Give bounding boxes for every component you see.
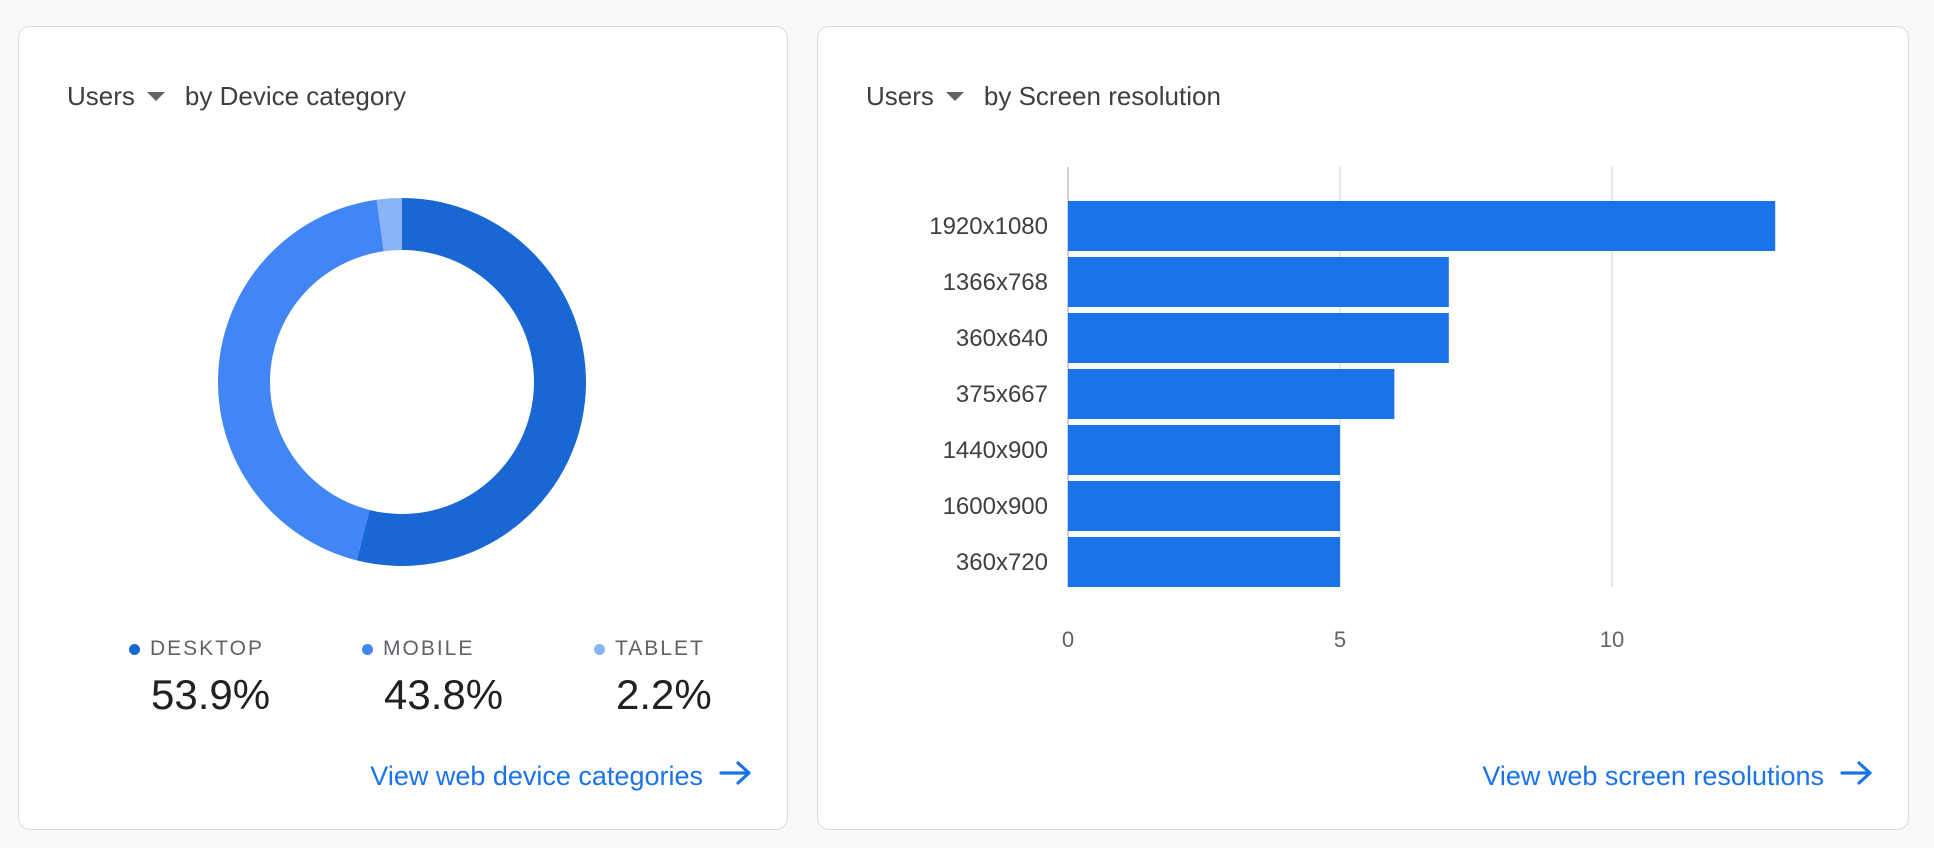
donut-slice-desktop[interactable] [356, 198, 586, 566]
legend-label: MOBILE [362, 637, 503, 661]
x-tick-label: 10 [1600, 627, 1624, 652]
legend-name-text: MOBILE [383, 637, 475, 660]
bar-1600x900[interactable] [1068, 481, 1340, 531]
legend-name-text: TABLET [615, 637, 705, 660]
dropdown-caret-icon [146, 92, 165, 101]
view-screen-resolutions-link[interactable]: View web screen resolutions [1482, 760, 1874, 793]
bar-375x667[interactable] [1068, 369, 1395, 419]
y-category-label: 360x720 [956, 549, 1048, 576]
legend-dot-icon [129, 643, 140, 655]
resolution-card-header: Users by Screen resolution [866, 81, 1221, 112]
legend-value: 2.2% [616, 671, 712, 718]
dropdown-caret-icon [945, 92, 964, 101]
view-screen-resolutions-label: View web screen resolutions [1482, 761, 1824, 791]
legend-value: 43.8% [384, 671, 504, 718]
device-legend: DESKTOP 53.9% MOBILE 43.8% TABLET 2.2% [79, 637, 739, 727]
resolution-metric-dropdown[interactable]: Users [866, 81, 984, 112]
screen-resolution-card: Users by Screen resolution 0 5 10 1920x1080… [817, 26, 1909, 830]
legend-item-tablet: TABLET 2.2% [594, 637, 712, 719]
resolution-bar-chart: 0 5 10 1920x1080 1366x768 360x640 375x667 1440x… [929, 167, 1776, 652]
legend-dot-icon [362, 643, 373, 655]
view-device-categories-label: View web device categories [370, 761, 703, 791]
device-dimension-label: by Device category [184, 81, 407, 111]
legend-item-desktop: DESKTOP 53.9% [129, 637, 270, 719]
donut-slice-mobile[interactable] [217, 199, 384, 561]
view-device-categories-link[interactable]: View web device categories [370, 760, 753, 793]
legend-label: DESKTOP [129, 637, 270, 661]
y-category-label: 1440x900 [943, 437, 1048, 464]
legend-dot-icon [594, 643, 605, 655]
device-metric-label: Users [67, 81, 135, 111]
arrow-right-icon [719, 760, 753, 793]
y-category-label: 1600x900 [943, 493, 1048, 520]
legend-label: TABLET [594, 637, 712, 661]
device-category-card: Users by Device category DESKTOP 53.9% MOB… [18, 26, 788, 830]
donut-slice-tablet[interactable] [376, 198, 402, 252]
bar-360x720[interactable] [1068, 537, 1340, 587]
device-metric-dropdown[interactable]: Users [67, 81, 185, 112]
bar-1366x768[interactable] [1068, 257, 1449, 307]
device-card-header: Users by Device category [67, 81, 406, 112]
y-category-label: 375x667 [956, 381, 1048, 408]
y-category-label: 1920x1080 [929, 213, 1048, 240]
legend-value: 53.9% [151, 671, 271, 718]
resolution-dimension-label: by Screen resolution [983, 81, 1221, 111]
y-category-label: 1366x768 [943, 269, 1048, 296]
x-tick-label: 5 [1334, 627, 1346, 652]
resolution-metric-label: Users [866, 81, 934, 111]
bar-1920x1080[interactable] [1068, 201, 1776, 251]
device-donut-chart [217, 198, 586, 566]
bar-360x640[interactable] [1068, 313, 1449, 363]
y-category-label: 360x640 [956, 325, 1048, 352]
arrow-right-icon [1840, 760, 1874, 793]
legend-item-mobile: MOBILE 43.8% [362, 637, 503, 719]
legend-name-text: DESKTOP [150, 637, 264, 660]
bar-1440x900[interactable] [1068, 425, 1340, 475]
x-tick-label: 0 [1062, 627, 1074, 652]
